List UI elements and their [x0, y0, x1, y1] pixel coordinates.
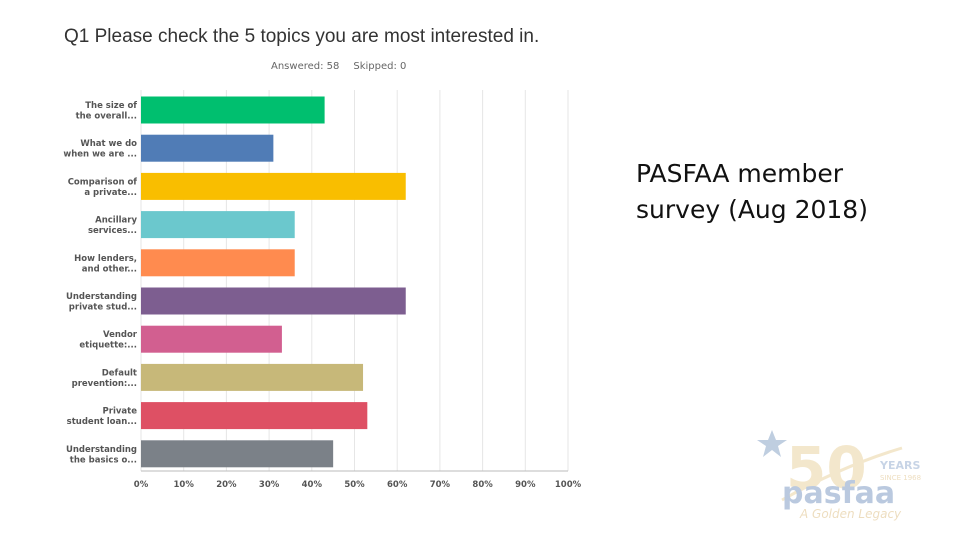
category-label: Comparison of a private... [68, 177, 138, 198]
x-tick-label: 50% [344, 480, 365, 490]
bar [141, 249, 295, 277]
category-label: Default prevention:... [72, 368, 137, 389]
x-tick-label: 10% [174, 480, 195, 490]
pasfaa-logo: 50 YEARS SINCE 1968 pasfaa A Golden Lega… [757, 430, 921, 521]
category-label: What we do when we are ... [63, 139, 137, 160]
skipped-count: Skipped: 0 [353, 61, 407, 72]
category-label: Understanding the basics o... [66, 445, 137, 466]
x-tick-label: 40% [302, 480, 323, 490]
bar [141, 363, 364, 391]
category-label: Ancillary services... [88, 216, 137, 237]
category-label: Understanding private stud... [66, 292, 137, 313]
bar [141, 402, 368, 430]
logo-wordmark: pasfaa [782, 476, 895, 511]
x-tick-label: 60% [387, 480, 408, 490]
logo-fifty: 50 [786, 434, 867, 502]
bar [141, 287, 406, 315]
logo-since: SINCE 1968 [880, 474, 921, 482]
caption-line-2: survey (Aug 2018) [636, 195, 868, 224]
bar [141, 325, 282, 353]
bar [141, 96, 325, 124]
slide-caption: PASFAA member survey (Aug 2018) [636, 156, 936, 228]
bar [141, 211, 295, 239]
chart-title: Q1 Please check the 5 topics you are mos… [64, 26, 540, 47]
star-icon [757, 430, 787, 457]
x-tick-label: 70% [430, 480, 451, 490]
category-label: The size of the overall... [76, 101, 138, 122]
response-stats: Answered: 58 Skipped: 0 [271, 61, 406, 72]
answered-count: Answered: 58 [271, 61, 340, 72]
caption-line-1: PASFAA member [636, 159, 843, 188]
x-tick-label: 30% [259, 480, 280, 490]
category-label: Vendor etiquette:... [79, 330, 137, 351]
x-axis-ticks: 0% 10% 20% 30% 40% 50% 60% 70% 80% 90% 100% [134, 480, 582, 490]
x-tick-label: 0% [134, 480, 149, 490]
logo-tagline: A Golden Legacy [799, 507, 902, 521]
x-tick-label: 20% [216, 480, 237, 490]
category-label: Private student loan... [67, 407, 138, 428]
bar [141, 440, 334, 468]
x-tick-label: 80% [472, 480, 493, 490]
bar-chart: The size of the overall... What we do when … [63, 90, 582, 490]
bars [141, 96, 406, 468]
category-label: How lenders, and other... [74, 254, 137, 275]
logo-years: YEARS [879, 459, 920, 472]
bar [141, 134, 274, 162]
bar [141, 172, 406, 200]
x-tick-label: 100% [555, 480, 582, 490]
x-tick-label: 90% [515, 480, 536, 490]
swoosh-icon [781, 446, 903, 502]
category-labels: The size of the overall... What we do when … [63, 101, 137, 465]
